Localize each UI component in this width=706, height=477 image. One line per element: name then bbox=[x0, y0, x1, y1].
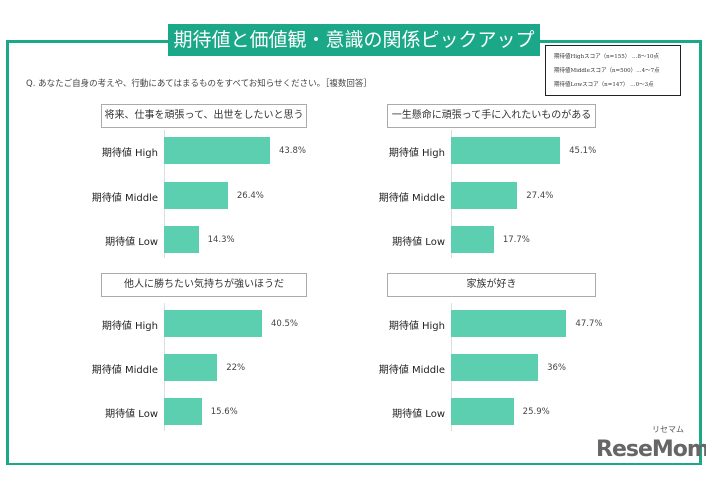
data-label: 14.3% bbox=[207, 235, 235, 245]
bar bbox=[451, 137, 561, 164]
data-label: 45.1% bbox=[569, 146, 597, 156]
bar bbox=[164, 310, 262, 337]
category-label: 期待値 Middle bbox=[91, 365, 158, 376]
logo: ReseMom bbox=[596, 437, 706, 462]
category-label: 期待値 Middle bbox=[378, 365, 445, 376]
bar bbox=[164, 137, 270, 164]
category-label: 期待値 Low bbox=[105, 237, 158, 248]
category-label: 期待値 Low bbox=[392, 409, 445, 420]
logo-text: ReseMom bbox=[596, 437, 706, 462]
bar bbox=[164, 182, 228, 209]
data-label: 43.8% bbox=[278, 146, 306, 156]
category-label: 期待値 Low bbox=[392, 237, 445, 248]
bar bbox=[164, 354, 218, 381]
chart-title: 他人に勝ちたい気持ちが強いほうだ bbox=[101, 273, 307, 297]
category-label: 期待値 High bbox=[101, 321, 158, 332]
data-label: 26.4% bbox=[236, 191, 264, 201]
chart-title: 将来、仕事を頑張って、出世をしたいと思う bbox=[101, 104, 307, 128]
bar bbox=[451, 354, 539, 381]
bar bbox=[164, 398, 202, 425]
legend: 期待値Highスコア（n=155） …8～10点 期待値Middleスコア（n=… bbox=[545, 45, 681, 96]
data-label: 25.9% bbox=[522, 407, 550, 417]
chart-title: 一生懸命に頑張って手に入れたいものがある bbox=[387, 104, 596, 128]
category-label: 期待値 Middle bbox=[378, 193, 445, 204]
legend-item-low: 期待値Lowスコア（n=147） …0～3点 bbox=[554, 82, 654, 88]
category-label: 期待値 High bbox=[388, 148, 445, 159]
data-label: 15.6% bbox=[210, 407, 238, 417]
data-label: 22% bbox=[226, 363, 246, 373]
category-label: 期待値 High bbox=[388, 321, 445, 332]
bar bbox=[451, 182, 518, 209]
bar bbox=[451, 226, 494, 253]
data-label: 27.4% bbox=[526, 191, 554, 201]
question-text: Q. あなたご自身の考えや、行動にあてはまるものをすべてお知らせください。［複数… bbox=[26, 79, 372, 89]
legend-item-high: 期待値Highスコア（n=155） …8～10点 bbox=[554, 54, 660, 60]
legend-item-middle: 期待値Middleスコア（n=500）…4～7点 bbox=[554, 68, 660, 74]
data-label: 40.5% bbox=[271, 319, 299, 329]
data-label: 36% bbox=[547, 363, 567, 373]
page-title: 期待値と価値観・意識の関係ピックアップ bbox=[168, 24, 540, 56]
logo-kana: リセマム bbox=[652, 425, 684, 435]
data-label: 47.7% bbox=[575, 319, 603, 329]
chart-title: 家族が好き bbox=[387, 273, 596, 297]
category-label: 期待値 High bbox=[101, 148, 158, 159]
data-label: 17.7% bbox=[502, 235, 530, 245]
bar bbox=[451, 310, 567, 337]
category-label: 期待値 Middle bbox=[91, 193, 158, 204]
bar bbox=[164, 226, 199, 253]
bar bbox=[451, 398, 514, 425]
category-label: 期待値 Low bbox=[105, 409, 158, 420]
